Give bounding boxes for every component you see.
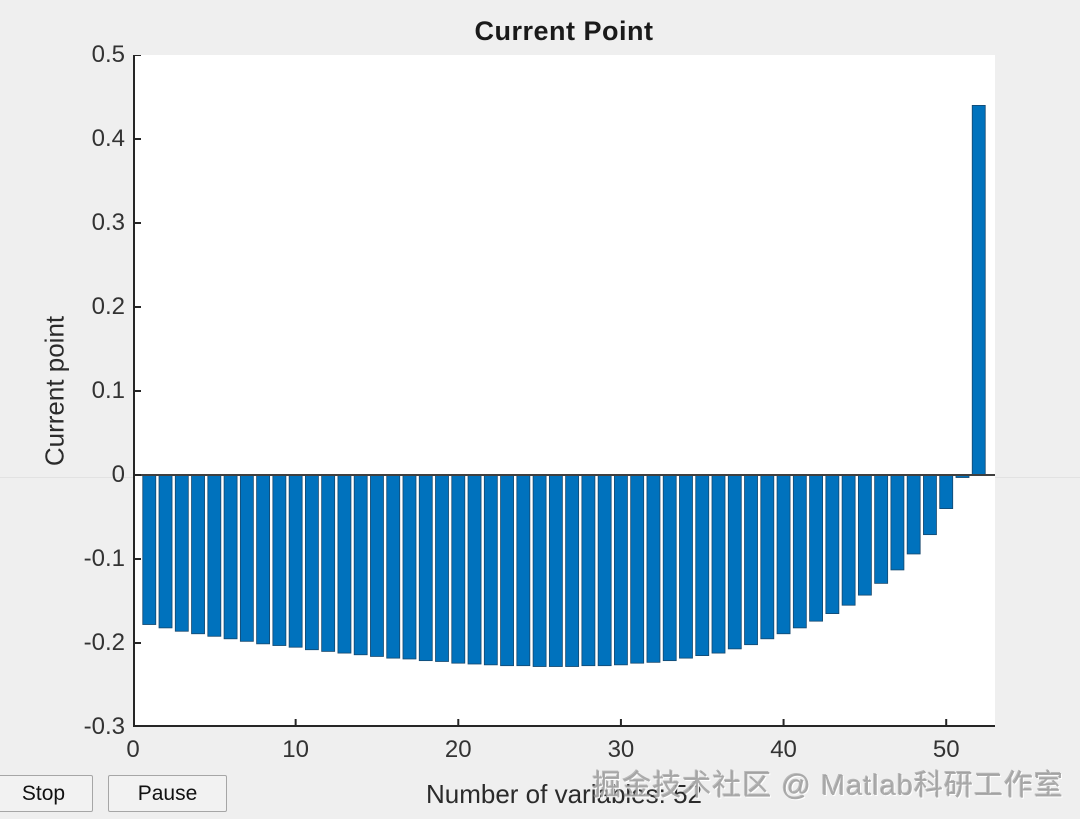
bar-22	[483, 474, 498, 666]
bar-46	[874, 474, 889, 584]
y-tick-label-0.4: 0.4	[91, 125, 125, 152]
bar-45	[857, 474, 872, 596]
bar-11	[304, 474, 319, 651]
plot-area	[133, 55, 995, 727]
bar-20	[451, 474, 466, 664]
bar-52	[971, 105, 986, 476]
y-tick-label-0.1: 0.1	[91, 377, 125, 404]
x-tick-label-40: 40	[770, 736, 797, 763]
bar-15	[370, 474, 384, 657]
bar-chart-canvas	[133, 55, 995, 727]
bar-37	[727, 474, 742, 650]
y-tick-label-0.3: 0.3	[91, 209, 125, 236]
bar-2	[158, 474, 173, 629]
x-tick-label-0: 0	[126, 736, 140, 763]
bar-3	[174, 474, 189, 632]
x-axis-label: Number of variables: 52	[425, 779, 703, 809]
bar-41	[792, 474, 807, 629]
bar-14	[353, 474, 368, 656]
bar-28	[581, 474, 596, 667]
x-tick-label-50: 50	[932, 736, 960, 763]
bar-25	[532, 474, 547, 667]
bar-10	[288, 474, 303, 648]
bar-43	[825, 474, 840, 615]
y-tick-label-0.2: 0.2	[91, 293, 125, 320]
bar-34	[679, 474, 693, 659]
y-tick-label-0.5: 0.5	[91, 41, 125, 68]
bar-39	[760, 474, 775, 640]
bar-4	[191, 474, 205, 635]
x-tick-label-20: 20	[444, 736, 472, 763]
bar-19	[435, 474, 449, 662]
bar-27	[565, 474, 580, 667]
bar-38	[744, 474, 758, 646]
bar-18	[418, 474, 433, 662]
bar-23	[500, 474, 514, 667]
bar-6	[223, 474, 238, 640]
bar-50	[939, 474, 954, 509]
bar-21	[467, 474, 482, 665]
bar-40	[776, 474, 791, 635]
bar-32	[646, 474, 661, 663]
bar-44	[841, 474, 856, 606]
bar-47	[890, 474, 905, 571]
x-tick-label-10: 10	[282, 736, 309, 763]
bar-17	[402, 474, 417, 660]
bar-30	[614, 474, 628, 666]
y-tick-label--0.3: -0.3	[83, 713, 125, 740]
bar-8	[256, 474, 271, 645]
y-tick-label-0: 0	[111, 461, 125, 488]
x-tick-label-30: 30	[607, 736, 635, 763]
stop-button[interactable]: Stop	[0, 775, 93, 812]
bar-35	[695, 474, 710, 657]
bar-31	[630, 474, 645, 664]
pause-button[interactable]: Pause	[108, 775, 227, 812]
bar-9	[272, 474, 287, 646]
y-tick-label--0.2: -0.2	[83, 629, 125, 656]
bar-13	[337, 474, 352, 654]
bar-42	[809, 474, 824, 622]
bar-48	[906, 474, 921, 555]
bar-16	[386, 474, 401, 659]
y-tick-label--0.1: -0.1	[83, 545, 125, 572]
bar-36	[711, 474, 726, 654]
bar-29	[597, 474, 612, 667]
chart-title: Current Point	[474, 16, 654, 46]
bar-49	[923, 474, 937, 536]
bar-33	[662, 474, 677, 662]
bar-12	[321, 474, 336, 652]
bar-26	[548, 474, 563, 667]
bar-24	[516, 474, 531, 667]
bar-1	[142, 474, 157, 625]
bar-5	[207, 474, 222, 637]
bar-7	[239, 474, 254, 642]
